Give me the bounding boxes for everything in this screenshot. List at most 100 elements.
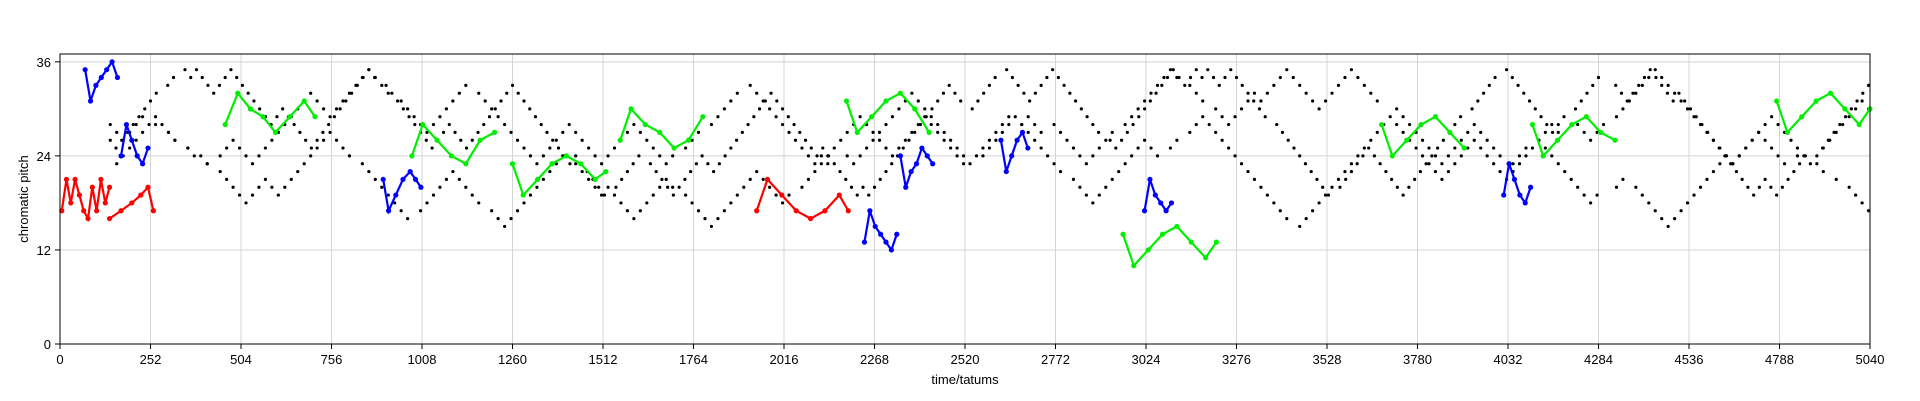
background-note <box>864 146 869 150</box>
background-note <box>1148 99 1152 103</box>
background-note <box>341 146 345 150</box>
background-note <box>735 91 739 95</box>
background-note <box>1458 115 1463 119</box>
background-note <box>240 83 245 87</box>
background-note <box>654 169 658 174</box>
background-note <box>648 162 653 166</box>
motif-point <box>1612 137 1618 143</box>
background-note <box>1723 154 1727 158</box>
motif-line <box>410 122 496 166</box>
background-note <box>477 91 481 95</box>
background-note <box>1427 146 1431 150</box>
background-note <box>1298 83 1302 87</box>
background-note <box>696 130 701 134</box>
background-note <box>1326 193 1331 197</box>
x-tick-label: 2520 <box>951 352 980 367</box>
background-note <box>712 169 716 174</box>
background-note <box>361 75 365 80</box>
motif-point <box>1522 200 1528 206</box>
background-note <box>877 138 882 142</box>
background-note <box>451 99 455 103</box>
background-note <box>548 146 552 150</box>
background-note <box>252 99 256 103</box>
background-note <box>1074 99 1078 103</box>
background-note <box>154 91 158 95</box>
background-note <box>1718 162 1722 166</box>
background-note <box>987 83 992 87</box>
background-note <box>1440 177 1444 182</box>
background-note <box>1459 154 1463 158</box>
background-note <box>910 91 914 95</box>
background-note <box>1162 75 1166 80</box>
background-note <box>1692 193 1696 197</box>
background-note <box>1278 209 1282 213</box>
background-note <box>1123 122 1127 127</box>
motif-point <box>1784 129 1791 135</box>
background-note <box>1259 185 1263 189</box>
background-note <box>742 185 746 189</box>
background-note <box>487 115 492 119</box>
background-note <box>755 91 759 95</box>
background-note <box>275 115 279 119</box>
background-note <box>1595 193 1599 197</box>
background-note <box>1136 146 1140 150</box>
background-note <box>994 138 998 142</box>
background-note <box>961 162 966 166</box>
background-note <box>620 177 624 182</box>
background-note <box>819 154 823 158</box>
background-note <box>250 162 255 166</box>
background-note <box>1104 185 1108 189</box>
background-note <box>638 209 642 213</box>
background-note <box>1401 115 1405 119</box>
background-note <box>1763 122 1767 127</box>
background-note <box>832 146 836 150</box>
motif-point <box>81 208 87 214</box>
background-note <box>1562 115 1566 119</box>
background-note <box>1556 162 1560 166</box>
background-note <box>493 107 497 111</box>
motif-point <box>89 184 95 190</box>
background-note <box>1246 169 1250 174</box>
motif-line <box>999 129 1029 172</box>
motif-point <box>434 137 440 143</box>
background-note <box>740 130 744 134</box>
background-note <box>1671 99 1675 103</box>
background-note <box>1369 91 1373 95</box>
background-note <box>1424 162 1428 166</box>
background-note <box>1309 169 1313 174</box>
background-note <box>1573 107 1578 111</box>
background-note <box>1160 83 1164 87</box>
motif-point <box>908 168 914 175</box>
background-note <box>1384 169 1388 174</box>
background-note <box>1259 99 1263 103</box>
background-note <box>505 91 509 95</box>
background-note <box>1527 99 1532 103</box>
background-note <box>918 122 923 127</box>
background-note <box>1091 122 1095 127</box>
background-note <box>709 122 714 127</box>
background-note <box>1246 99 1250 103</box>
background-note <box>1782 162 1787 166</box>
background-note <box>1453 122 1457 127</box>
background-note <box>1648 68 1652 72</box>
background-note <box>457 177 461 182</box>
motif-point <box>754 208 760 214</box>
background-note <box>1479 130 1483 134</box>
motif-point <box>109 59 115 65</box>
background-note <box>631 162 635 166</box>
background-note <box>1194 68 1198 72</box>
background-note <box>1576 185 1580 189</box>
x-tick-label: 4788 <box>1765 352 1794 367</box>
motif-point <box>1003 168 1009 175</box>
background-note <box>1052 162 1056 166</box>
background-note <box>1660 216 1664 221</box>
background-note <box>1660 83 1664 87</box>
motif-point <box>867 208 873 214</box>
background-note <box>1866 83 1871 87</box>
background-note <box>407 115 411 119</box>
background-note <box>1550 130 1555 134</box>
background-note <box>212 91 216 95</box>
background-note <box>355 83 359 87</box>
background-note <box>1524 154 1528 158</box>
background-note <box>861 185 865 189</box>
